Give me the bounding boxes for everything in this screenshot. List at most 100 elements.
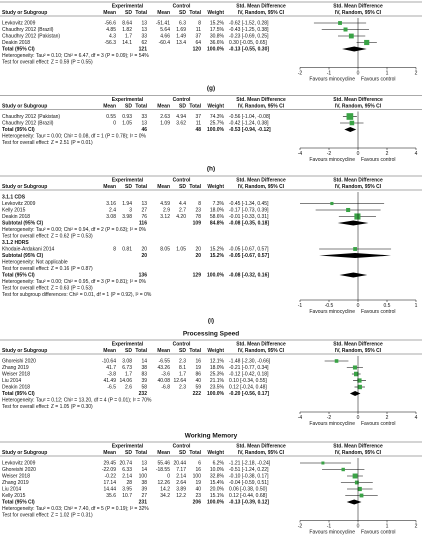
header-total: Total bbox=[189, 10, 201, 16]
header-smd: Std. Mean Difference bbox=[236, 3, 286, 9]
study-label: Chaudhry 2012 (Brazil) bbox=[2, 120, 54, 126]
x-tick-label: 2 bbox=[386, 151, 389, 157]
ctl-cell: 1.7 bbox=[179, 371, 186, 377]
exp-cell: 38 bbox=[141, 365, 147, 371]
ctl-total: 206 bbox=[193, 499, 202, 505]
header-study: Study or Subgroup bbox=[2, 348, 47, 354]
exp-cell: 100 bbox=[139, 473, 148, 479]
exp-cell: 13 bbox=[141, 27, 147, 33]
exp-cell: 58 bbox=[141, 384, 147, 390]
ctl-total: 129 bbox=[193, 272, 202, 278]
header-method: IV, Random, 95% CI bbox=[335, 348, 382, 354]
ctl-cell: 40.08 bbox=[157, 378, 170, 384]
ctl-total: 222 bbox=[193, 391, 202, 397]
header-mean: Mean bbox=[103, 348, 116, 354]
ctl-cell: 43.26 bbox=[157, 365, 170, 371]
exp-cell: 83 bbox=[141, 371, 147, 377]
exp-cell: -56.6 bbox=[105, 20, 117, 26]
header-smd: Std. Mean Difference bbox=[333, 97, 383, 103]
subgroup-label: 3.1.1 CDS bbox=[2, 194, 26, 200]
ctl-cell: 5.64 bbox=[160, 27, 170, 33]
ctl-cell: 2.7 bbox=[179, 207, 186, 213]
panel-title: Working Memory bbox=[185, 433, 238, 440]
effect-square bbox=[352, 365, 357, 370]
weight: 100.0% bbox=[207, 46, 225, 52]
header-mean: Mean bbox=[157, 348, 170, 354]
ctl-cell: 6 bbox=[198, 460, 201, 466]
header-study: Study or Subgroup bbox=[2, 184, 47, 190]
ctl-cell: -6.55 bbox=[159, 358, 171, 364]
exp-cell: 14.1 bbox=[122, 40, 132, 46]
ctl-cell: 1.49 bbox=[176, 33, 186, 39]
header-mean: Mean bbox=[157, 103, 170, 109]
study-label: Levkovitz 2009 bbox=[2, 20, 36, 26]
ctl-total: 120 bbox=[193, 46, 202, 52]
ctl-cell: 2.64 bbox=[176, 480, 186, 486]
study-label: Chaudhry 2012 (Pakistan) bbox=[2, 33, 60, 39]
ctl-cell: 3.62 bbox=[176, 120, 186, 126]
ctl-cell: 4.59 bbox=[160, 201, 170, 207]
ctl-cell: 8.1 bbox=[179, 365, 186, 371]
ci-label: -0.45 [-1.34, 0.45] bbox=[229, 201, 269, 207]
effect-square bbox=[349, 120, 355, 126]
effect-square bbox=[353, 247, 358, 251]
header-mean: Mean bbox=[103, 450, 116, 456]
ci-label: -0.13 [-0.39, 0.12] bbox=[229, 499, 269, 505]
exp-cell: 1.05 bbox=[122, 120, 132, 126]
effect-square bbox=[359, 493, 364, 498]
ctl-cell: 34.2 bbox=[160, 493, 170, 499]
ctl-cell: 7.17 bbox=[176, 467, 186, 473]
exp-cell: 14.06 bbox=[119, 378, 132, 384]
ctl-cell: 4.94 bbox=[176, 114, 186, 120]
exp-total: 20 bbox=[141, 253, 147, 259]
stat-text: Test for overall effect: Z = 0.62 (P = 0… bbox=[2, 233, 93, 239]
header-method: IV, Random, 95% CI bbox=[238, 103, 285, 109]
weight: 84.8% bbox=[210, 220, 225, 226]
stat-text: Heterogeneity: Not applicable bbox=[2, 259, 68, 265]
ctl-cell: 8 bbox=[198, 201, 201, 207]
ci-label: -0.53 [-0.94, -0.12] bbox=[229, 127, 271, 133]
x-tick-label: 0.5 bbox=[384, 303, 391, 309]
stat-text: Test for overall effect: Z = 1.05 (P = 0… bbox=[2, 404, 93, 410]
ctl-cell: 2.3 bbox=[179, 384, 186, 390]
x-tick-label: 1 bbox=[415, 303, 418, 309]
stat-text: Test for overall effect: Z = 0.59 (P = 0… bbox=[2, 59, 93, 65]
weight: 18.0% bbox=[210, 365, 225, 371]
ci-label: 0.12 [-0.24, 0.48] bbox=[229, 384, 267, 390]
exp-cell: 14.44 bbox=[103, 486, 116, 492]
weight: 36.6% bbox=[210, 40, 225, 46]
ctl-cell: -6.8 bbox=[161, 384, 170, 390]
ctl-cell: 19 bbox=[195, 480, 201, 486]
header-smd: Std. Mean Difference bbox=[333, 177, 383, 183]
ci-label: -1.48 [-2.30, -0.66] bbox=[229, 358, 271, 364]
header-experimental: Experimental bbox=[112, 443, 144, 449]
header-sd: SD bbox=[179, 184, 186, 190]
weight: 6.2% bbox=[213, 460, 225, 466]
favours-left: Favours minocycline bbox=[309, 421, 355, 427]
exp-cell: 29.45 bbox=[103, 460, 116, 466]
study-label: Ghoreishi 2020 bbox=[2, 358, 36, 364]
favours-left: Favours minocycline bbox=[309, 529, 355, 535]
exp-cell: -3.8 bbox=[107, 371, 116, 377]
header-smd: Std. Mean Difference bbox=[333, 3, 383, 9]
ci-label: -0.05 [-0.67, 0.57] bbox=[229, 253, 269, 259]
ctl-cell: 3.12 bbox=[160, 214, 170, 220]
exp-cell: 3 bbox=[129, 207, 132, 213]
pooled-diamond bbox=[342, 46, 367, 52]
weight: 58.6% bbox=[210, 214, 225, 220]
weight: 15.2% bbox=[210, 20, 225, 26]
study-label: Levkovitz 2009 bbox=[2, 201, 36, 207]
ci-label: -0.51 [-1.24, 0.22] bbox=[229, 467, 269, 473]
header-mean: Mean bbox=[157, 184, 170, 190]
exp-cell: 27 bbox=[141, 207, 147, 213]
ctl-cell: 16 bbox=[195, 467, 201, 473]
ci-label: -0.04 [-0.59, 0.51] bbox=[229, 480, 269, 486]
ci-label: -1.21 [-2.18, -0.24] bbox=[229, 460, 271, 466]
header-weight: Weight bbox=[207, 10, 224, 16]
header-mean: Mean bbox=[157, 450, 170, 456]
header-control: Control bbox=[173, 341, 191, 347]
stat-text: Test for overall effect: Z = 0.63 (P = 0… bbox=[2, 285, 93, 291]
ci-label: -0.05 [-0.67, 0.57] bbox=[229, 246, 269, 252]
exp-cell: 2.14 bbox=[122, 473, 132, 479]
ctl-cell: -60.4 bbox=[159, 40, 171, 46]
